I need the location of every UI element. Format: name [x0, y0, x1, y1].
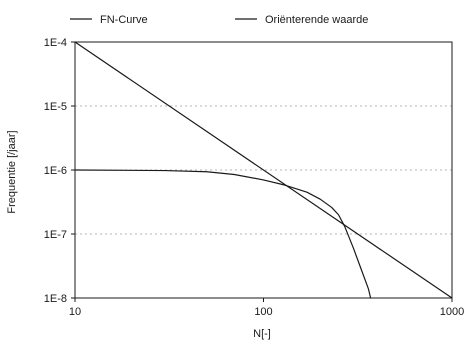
series-line-fn-curve — [74, 169, 372, 299]
x-tick-label-100: 100 — [254, 306, 272, 318]
y-tick-label-1e-4: 1E-4 — [44, 37, 67, 49]
legend-label-fn-curve: FN-Curve — [100, 14, 148, 26]
y-tick-label-1e-7: 1E-7 — [44, 229, 67, 241]
y-tick-label-1e-8: 1E-8 — [44, 293, 67, 305]
legend-label-orienterende-waarde: Oriënterende waarde — [265, 14, 368, 26]
legend: FN-Curve Oriënterende waarde — [70, 14, 368, 26]
series-lines — [74, 41, 453, 299]
x-axis-ticks: 10 100 1000 — [69, 298, 464, 318]
y-axis-label: Frequentie [/jaar] — [6, 130, 18, 213]
x-axis-label: N[-] — [253, 328, 271, 340]
y-tick-label-1e-5: 1E-5 — [44, 101, 67, 113]
y-tick-label-1e-6: 1E-6 — [44, 165, 67, 177]
series-line-orienterende-waarde — [74, 41, 453, 299]
y-axis-ticks: 1E-4 1E-5 1E-6 1E-7 1E-8 — [44, 37, 75, 305]
x-tick-label-1000: 1000 — [440, 306, 464, 318]
x-tick-label-10: 10 — [69, 306, 81, 318]
